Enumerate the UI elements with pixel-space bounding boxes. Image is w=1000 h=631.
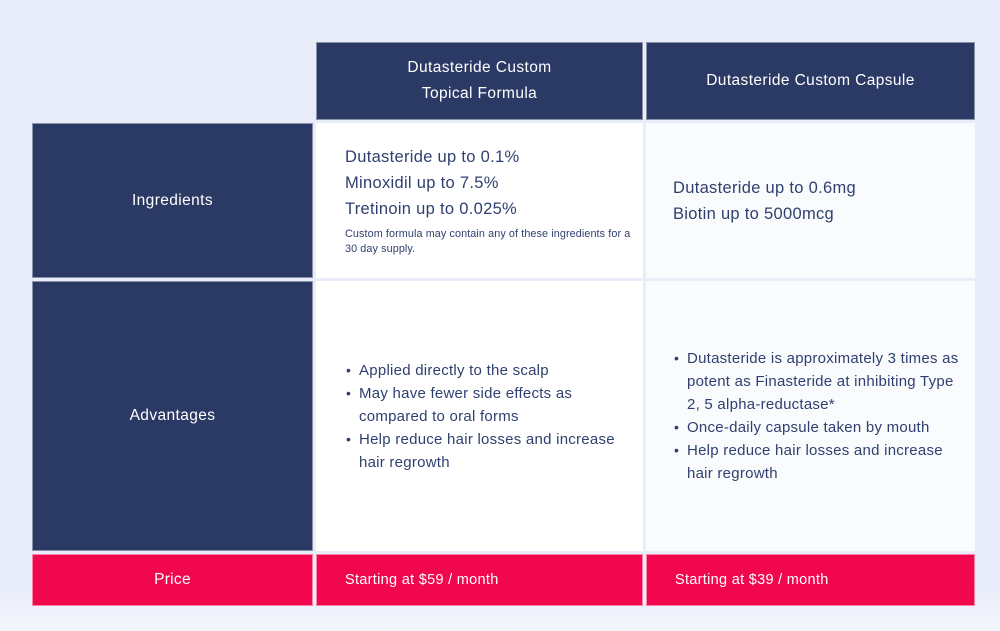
comparison-table: Dutasteride Custom Topical Formula Dutast…: [32, 42, 975, 606]
ingredients-topical-cell: Dutasteride up to 0.1% Minoxidil up to 7.…: [316, 123, 643, 278]
ingredients-capsule-lines: Dutasteride up to 0.6mg Biotin up to 5000…: [673, 175, 963, 227]
column-header-topical-formula-text: Dutasteride Custom Topical Formula: [407, 55, 551, 107]
row-label-price: Price: [32, 554, 313, 606]
header-line: Dutasteride Custom: [407, 59, 552, 76]
ingredients-topical-note: Custom formula may contain any of these …: [345, 228, 631, 255]
corner-spacer: [32, 42, 313, 120]
ingredient-line: Dutasteride up to 0.1%: [345, 148, 520, 166]
ingredient-line: Dutasteride up to 0.6mg: [673, 178, 857, 197]
header-line: Topical Formula: [421, 85, 538, 102]
row-label-ingredients: Ingredients: [32, 123, 313, 278]
price-capsule-cell: Starting at $39 / month: [646, 554, 975, 606]
header-line: Dutasteride Custom Capsule: [706, 72, 915, 89]
advantage-item: Dutasteride is approximately 3 times as …: [673, 347, 963, 416]
ingredient-line: Minoxidil up to 7.5%: [345, 174, 499, 192]
ingredient-line: Biotin up to 5000mcg: [673, 204, 835, 223]
advantages-topical-list: Applied directly to the scalpMay have fe…: [345, 359, 631, 474]
advantages-capsule-list: Dutasteride is approximately 3 times as …: [673, 347, 963, 485]
column-header-capsule: Dutasteride Custom Capsule: [646, 42, 975, 120]
advantage-item: Once-daily capsule taken by mouth: [673, 416, 963, 439]
column-header-topical-formula: Dutasteride Custom Topical Formula: [316, 42, 643, 120]
ingredient-line: Tretinoin up to 0.025%: [345, 200, 518, 218]
advantages-topical-cell: Applied directly to the scalpMay have fe…: [316, 281, 643, 551]
advantage-item: Help reduce hair losses and increase hai…: [345, 428, 631, 474]
advantage-item: Applied directly to the scalp: [345, 359, 631, 382]
price-topical-cell: Starting at $59 / month: [316, 554, 643, 606]
column-header-capsule-text: Dutasteride Custom Capsule: [706, 68, 915, 94]
advantage-item: May have fewer side effects as compared …: [345, 382, 631, 428]
advantages-capsule-cell: Dutasteride is approximately 3 times as …: [646, 281, 975, 551]
advantage-item: Help reduce hair losses and increase hai…: [673, 439, 963, 485]
row-label-advantages: Advantages: [32, 281, 313, 551]
ingredients-topical-lines: Dutasteride up to 0.1% Minoxidil up to 7.…: [345, 144, 631, 222]
ingredients-capsule-cell: Dutasteride up to 0.6mg Biotin up to 5000…: [646, 123, 975, 278]
